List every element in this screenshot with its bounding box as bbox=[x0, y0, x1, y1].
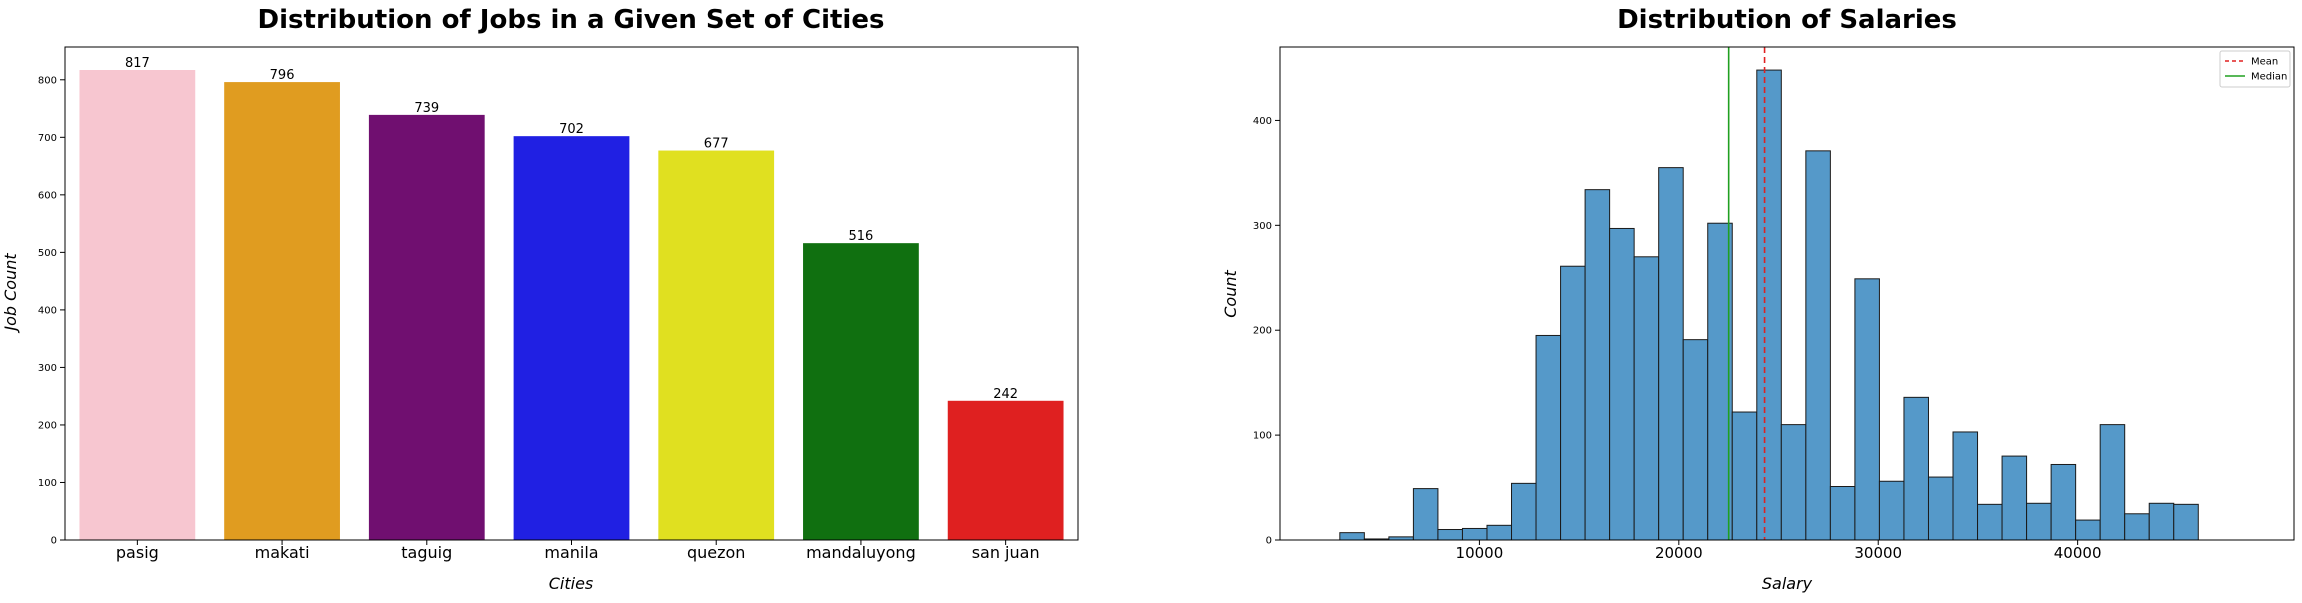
histogram-bar bbox=[1339, 532, 1365, 541]
jobs-by-city-chart: Distribution of Jobs in a Given Set of C… bbox=[1, 5, 1079, 593]
histogram-bar bbox=[1560, 265, 1586, 541]
bar-taguig bbox=[368, 114, 485, 540]
histogram-bar bbox=[2001, 455, 2028, 541]
histogram-bar bbox=[2026, 502, 2052, 541]
right-chart-title: Distribution of Salaries bbox=[1617, 5, 1957, 35]
histogram-bar bbox=[1486, 524, 1513, 541]
x-tick-label: manila bbox=[544, 543, 598, 562]
left-x-axis-label: Cities bbox=[549, 574, 594, 593]
x-tick-label: 40000 bbox=[2054, 544, 2102, 562]
x-tick-label: pasig bbox=[116, 543, 159, 562]
y-tick-label: 600 bbox=[38, 190, 57, 201]
salary-histogram-chart: Distribution of Salaries Salary Count 10… bbox=[1221, 5, 2295, 593]
bar-value-label: 817 bbox=[125, 56, 150, 71]
histogram-bar bbox=[1854, 278, 1880, 541]
histogram-bar bbox=[1829, 486, 1856, 541]
histogram-bar bbox=[1927, 476, 1954, 541]
x-tick-label: 30000 bbox=[1854, 544, 1902, 562]
histogram-bar bbox=[2173, 503, 2199, 541]
x-tick-label: quezon bbox=[687, 543, 745, 562]
histogram-bar bbox=[1461, 527, 1488, 541]
histogram-bar bbox=[1535, 334, 1562, 541]
histogram-bar bbox=[2124, 513, 2150, 541]
x-tick-label: makati bbox=[255, 543, 310, 562]
bar-quezon bbox=[658, 150, 775, 541]
histogram-bar bbox=[2099, 424, 2126, 541]
x-tick-label: taguig bbox=[401, 543, 452, 562]
y-tick-label: 700 bbox=[38, 133, 57, 144]
legend: Mean Median bbox=[2219, 50, 2291, 88]
histogram-bar bbox=[1977, 503, 2003, 541]
histogram-bar bbox=[1731, 411, 1758, 541]
histogram-bar bbox=[1952, 431, 1979, 541]
legend-box bbox=[2219, 50, 2291, 88]
y-tick-label: 500 bbox=[38, 248, 57, 259]
bar-value-label: 516 bbox=[849, 229, 874, 244]
y-tick-label: 100 bbox=[38, 478, 57, 489]
bar-value-label: 242 bbox=[993, 387, 1018, 402]
bar-value-label: 677 bbox=[704, 137, 729, 152]
legend-label-mean: Mean bbox=[2251, 57, 2278, 68]
bar-makati bbox=[224, 82, 340, 541]
histogram-bar bbox=[1903, 396, 1929, 541]
histogram-bar bbox=[1780, 424, 1807, 541]
right-y-axis-label: Count bbox=[1221, 270, 1240, 318]
y-tick-label: 400 bbox=[38, 305, 57, 316]
histogram-bar bbox=[1805, 150, 1831, 541]
bar-manila bbox=[513, 136, 630, 540]
x-tick-label: mandaluyong bbox=[806, 543, 916, 562]
right-plot-frame bbox=[1279, 46, 2295, 541]
bar-mandaluyong bbox=[803, 243, 919, 540]
y-tick-label: 0 bbox=[1266, 536, 1272, 547]
bar-value-label: 702 bbox=[559, 122, 584, 137]
histogram-bar bbox=[1437, 529, 1463, 541]
y-tick-label: 0 bbox=[51, 536, 57, 547]
bar-san-juan bbox=[947, 400, 1064, 540]
y-tick-label: 100 bbox=[1253, 431, 1272, 442]
left-plot-frame bbox=[64, 46, 1079, 541]
y-tick-label: 300 bbox=[1253, 221, 1272, 232]
left-chart-title: Distribution of Jobs in a Given Set of C… bbox=[258, 5, 885, 35]
histogram-bar bbox=[2148, 502, 2175, 541]
histogram-bar bbox=[1511, 482, 1537, 541]
y-tick-label: 800 bbox=[38, 75, 57, 86]
histogram-bar bbox=[1584, 189, 1611, 541]
y-tick-label: 300 bbox=[38, 363, 57, 374]
bar-value-label: 739 bbox=[414, 101, 439, 116]
bar-value-label: 796 bbox=[270, 68, 295, 83]
x-tick-label: 20000 bbox=[1655, 544, 1703, 562]
y-tick-label: 200 bbox=[1253, 326, 1272, 337]
y-tick-label: 400 bbox=[1253, 116, 1272, 127]
right-x-axis-label: Salary bbox=[1762, 574, 1813, 593]
histogram-bar bbox=[2050, 463, 2077, 541]
bar-pasig bbox=[79, 70, 196, 540]
histogram-bar bbox=[2075, 519, 2101, 541]
histogram-bar bbox=[1682, 339, 1709, 541]
histogram-bar bbox=[1633, 256, 1660, 541]
legend-label-median: Median bbox=[2251, 72, 2287, 83]
histogram-bar bbox=[1878, 480, 1905, 541]
x-tick-label: 10000 bbox=[1456, 544, 1504, 562]
histogram-bar bbox=[1609, 227, 1635, 541]
x-tick-label: san juan bbox=[972, 543, 1040, 562]
left-y-axis-label: Job Count bbox=[1, 253, 20, 334]
histogram-bar bbox=[1412, 488, 1439, 541]
histogram-bar bbox=[1756, 69, 1782, 541]
y-tick-label: 200 bbox=[38, 420, 57, 431]
histogram-bar bbox=[1658, 167, 1684, 541]
